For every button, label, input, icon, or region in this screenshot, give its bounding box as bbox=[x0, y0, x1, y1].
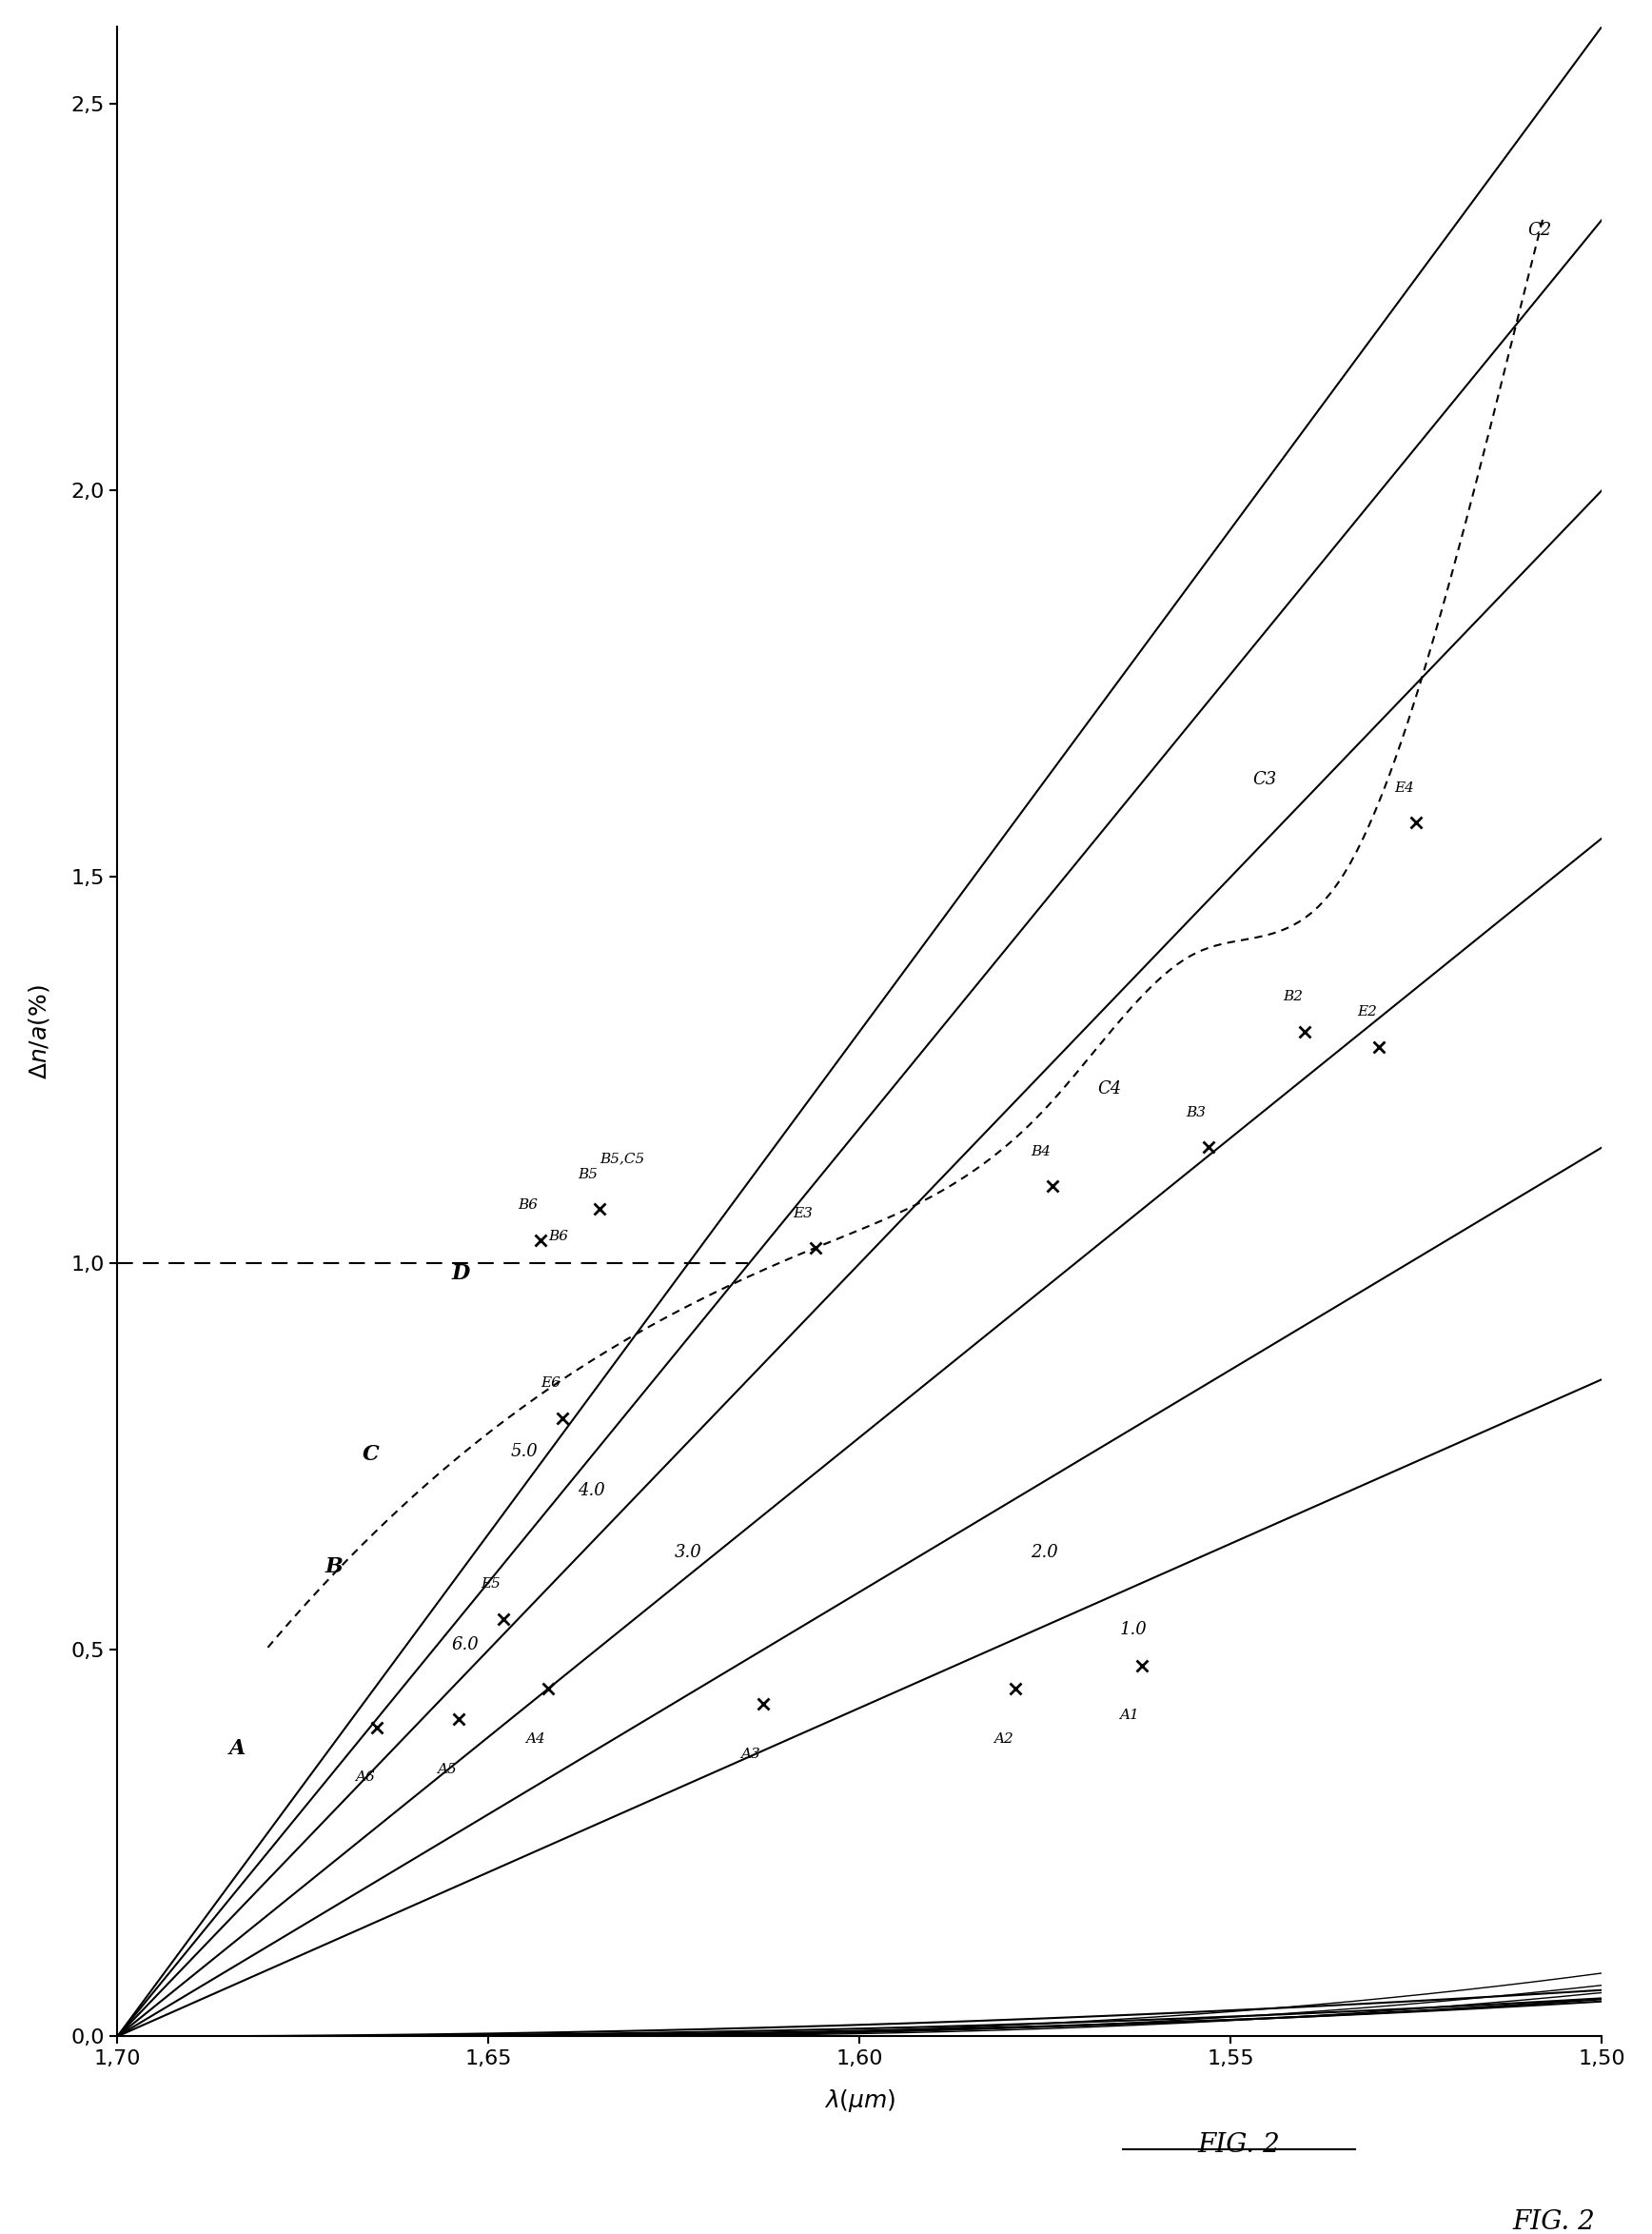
Text: 4.0: 4.0 bbox=[578, 1481, 605, 1499]
Text: A5: A5 bbox=[436, 1763, 456, 1776]
Text: B5: B5 bbox=[578, 1168, 598, 1182]
Text: A4: A4 bbox=[525, 1731, 545, 1745]
Text: A2: A2 bbox=[993, 1731, 1013, 1745]
Text: C4: C4 bbox=[1097, 1079, 1122, 1097]
Text: A3: A3 bbox=[740, 1747, 760, 1760]
Text: FIG. 2: FIG. 2 bbox=[1198, 2131, 1280, 2158]
Text: E2: E2 bbox=[1356, 1005, 1376, 1019]
Text: C2: C2 bbox=[1528, 221, 1551, 239]
Text: 6.0: 6.0 bbox=[451, 1638, 479, 1653]
Text: C: C bbox=[362, 1445, 380, 1466]
Text: E6: E6 bbox=[540, 1376, 560, 1390]
Text: A6: A6 bbox=[355, 1772, 375, 1785]
Text: FIG. 2: FIG. 2 bbox=[1513, 2209, 1596, 2234]
Text: B4: B4 bbox=[1031, 1144, 1051, 1157]
Text: B: B bbox=[325, 1557, 344, 1577]
Text: D: D bbox=[451, 1262, 469, 1285]
Text: 2.0: 2.0 bbox=[1031, 1544, 1057, 1562]
Text: B2: B2 bbox=[1282, 990, 1303, 1003]
Text: E5: E5 bbox=[481, 1577, 501, 1591]
Text: B3: B3 bbox=[1186, 1106, 1206, 1119]
Text: E3: E3 bbox=[793, 1206, 813, 1220]
X-axis label: $\lambda(\mu m)$: $\lambda(\mu m)$ bbox=[824, 2089, 895, 2116]
Text: C3: C3 bbox=[1254, 771, 1277, 789]
Text: B6: B6 bbox=[519, 1200, 539, 1213]
Text: E4: E4 bbox=[1394, 782, 1414, 795]
Text: B6: B6 bbox=[548, 1229, 568, 1242]
Text: B5,C5: B5,C5 bbox=[600, 1153, 644, 1166]
Text: 3.0: 3.0 bbox=[674, 1544, 702, 1562]
Y-axis label: $\Delta n/a(\%)$: $\Delta n/a(\%)$ bbox=[26, 983, 51, 1079]
Text: 1.0: 1.0 bbox=[1120, 1622, 1146, 1638]
Text: A: A bbox=[228, 1738, 244, 1758]
Text: A1: A1 bbox=[1120, 1709, 1140, 1722]
Text: 5.0: 5.0 bbox=[510, 1443, 539, 1461]
